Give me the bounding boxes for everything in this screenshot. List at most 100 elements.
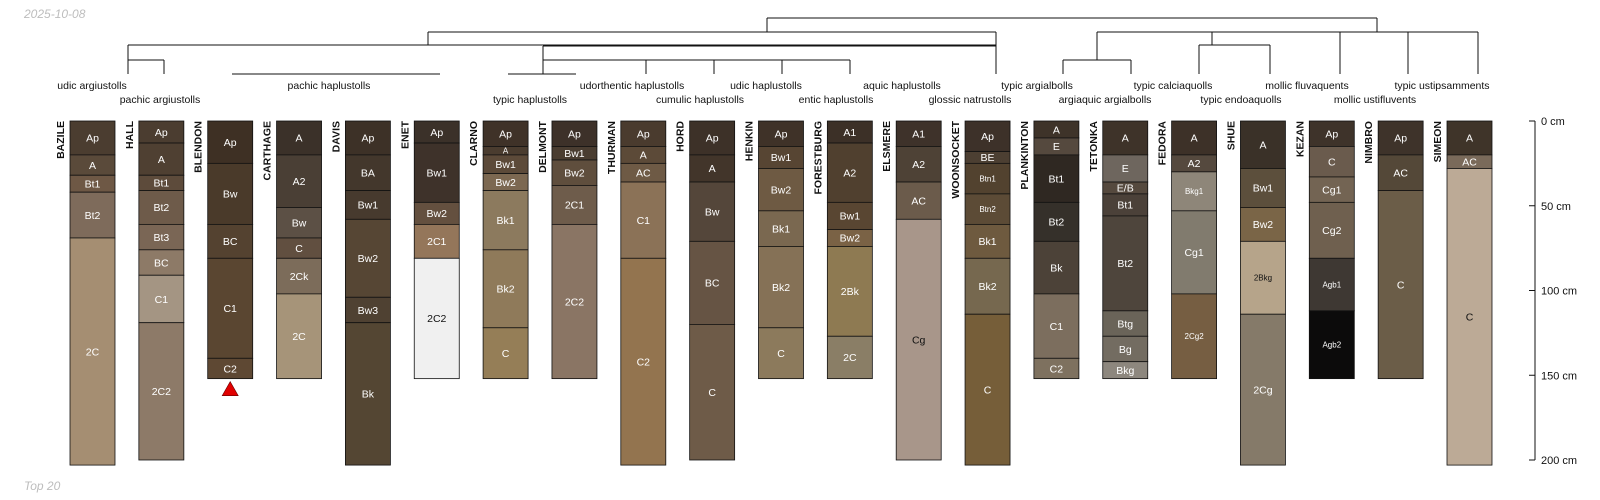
horizon-label: 2Bkg (1254, 274, 1272, 283)
horizon-agb1 (1308, 257, 1355, 312)
horizon-label: Ap (155, 127, 168, 139)
horizon-bw1 (344, 190, 391, 220)
horizon-label: Bw (292, 217, 307, 229)
horizon-label: BE (981, 152, 995, 164)
profile-name: HENKIN (744, 121, 756, 161)
horizon-label: AC (911, 195, 926, 207)
horizon-bk2 (964, 257, 1011, 315)
profile-name: BAZILE (55, 121, 67, 159)
profile-name: NIMBRO (1363, 121, 1375, 164)
depth-limit-marker (221, 381, 239, 396)
horizon-label: 2Cg2 (1185, 332, 1205, 341)
profile-name: CLARNO (468, 121, 480, 166)
horizon-label: E (1053, 141, 1060, 153)
horizon-c (1308, 146, 1355, 178)
profile-hord: Ap A Bw BC C HORD (675, 121, 736, 461)
taxonomy-label: glossic natrustolls (929, 94, 1012, 106)
depth-tick-label: 150 cm (1541, 370, 1577, 382)
horizon-label: A1 (843, 127, 856, 139)
horizon-cg2 (1308, 201, 1355, 259)
profile-name: THURMAN (606, 121, 618, 174)
horizon-label: Bt1 (85, 178, 101, 190)
horizon-label: A (709, 163, 716, 175)
horizon-label: Btn2 (979, 205, 996, 214)
horizon-label: Bw (705, 206, 720, 218)
horizon-label: Btn1 (979, 175, 996, 184)
horizon-label: Cg1 (1184, 247, 1203, 259)
horizon-label: Agb2 (1322, 341, 1341, 350)
horizon-a (1171, 120, 1217, 156)
horizon-label: Bw1 (1253, 183, 1274, 195)
horizon-bc (207, 223, 254, 259)
horizon-bk (1033, 240, 1080, 295)
taxonomy-label: typic haplustolls (493, 94, 567, 106)
horizon-cg1 (1308, 176, 1355, 203)
horizon-bw2 (344, 218, 391, 298)
horizon-2c (276, 293, 322, 380)
profile-hall: Ap A Bt1 Bt2 Bt3 BC C1 2C2 HALL (124, 120, 185, 461)
horizon-2c (826, 335, 873, 380)
horizon-label: 2C (843, 352, 857, 364)
depth-axis: 0 cm 50 cm 100 cm 150 cm 200 cm (1529, 116, 1577, 467)
horizon-a (1446, 120, 1493, 156)
horizon-label: Bt1 (153, 178, 169, 190)
profile-enet: Ap Bw1 Bw2 2C1 2C2 ENET (399, 120, 460, 380)
profile-name: KEZAN (1294, 121, 1306, 157)
horizon-cg1 (1171, 210, 1217, 295)
horizon-e (1102, 154, 1149, 183)
taxonomy-label: aquic haplustolls (863, 80, 941, 92)
profile-kezan: Ap C Cg1 Cg2 Agb1 Agb2 KEZAN (1294, 120, 1355, 380)
profile-bazile: Ap A Bt1 Bt2 2C BAZILE (55, 120, 116, 466)
horizon-label: Bk1 (497, 215, 515, 227)
horizon-label: Bw2 (840, 233, 861, 245)
horizon-bk1 (964, 223, 1011, 259)
horizon-label: C2 (1050, 363, 1064, 375)
soil-profiles: Ap A Bt1 Bt2 2C BAZILE Ap A Bt1 Bt2 Bt3 BC C1 2C2 HALL… (55, 120, 1493, 466)
profile-name: DELMONT (537, 120, 549, 172)
horizon-label: 2C1 (427, 236, 446, 248)
horizon-label: C (708, 387, 716, 399)
horizon-label: BC (223, 236, 238, 248)
horizon-2c1 (413, 223, 460, 259)
depth-tick-label: 50 cm (1541, 201, 1571, 213)
horizon-label: A2 (293, 176, 306, 188)
horizon-label: E/B (1117, 183, 1134, 195)
horizon-a2 (276, 154, 322, 208)
horizon-label: Ap (430, 127, 443, 139)
horizon-label: Bw1 (771, 152, 792, 164)
horizon-bw (207, 162, 254, 225)
profile-plankinton: AE Bt1 Bt2 Bk C1 C2 PLANKINTON (1019, 120, 1080, 380)
horizon-c (964, 313, 1011, 466)
horizon-label: C1 (223, 303, 237, 315)
horizon-ap (482, 120, 529, 147)
horizon-label: A2 (912, 159, 925, 171)
horizon-label: 2Cg (1253, 384, 1272, 396)
horizon-label: C (984, 384, 992, 396)
horizon-bw1 (1240, 168, 1286, 208)
horizon-c (1377, 190, 1424, 380)
horizon-label: Cg1 (1322, 184, 1341, 196)
horizon-label: C (1466, 312, 1474, 324)
horizon-2c1 (551, 185, 598, 225)
horizon-ap (1377, 120, 1424, 156)
horizon-a2 (826, 142, 873, 203)
horizon-label: Bw1 (495, 159, 516, 171)
taxonomy-label: mollic fluvaquents (1265, 80, 1348, 92)
horizon-label: Bk (1050, 262, 1063, 274)
horizon-label: A (1466, 133, 1473, 145)
profile-nimbro: Ap AC C NIMBRO (1363, 120, 1424, 380)
horizon-c (689, 323, 736, 461)
horizon-label: BC (154, 257, 169, 269)
horizon-label: 2C2 (152, 386, 171, 398)
horizon-label: Bw2 (564, 167, 585, 179)
horizon-label: Bw2 (358, 253, 379, 265)
horizon-ap (344, 120, 391, 156)
taxonomy-label: typic argialbolls (1001, 80, 1073, 92)
horizon-label: Bw2 (1253, 219, 1274, 231)
profile-name: ELSMERE (881, 121, 893, 172)
horizon-bc (138, 249, 185, 276)
horizon-label: Bw2 (427, 208, 448, 220)
horizon-bt1 (1033, 154, 1080, 203)
horizon-label: A (1122, 133, 1129, 145)
profile-forestburg: A1 A2 Bw1 Bw2 2Bk 2C FORESTBURG (812, 120, 873, 380)
